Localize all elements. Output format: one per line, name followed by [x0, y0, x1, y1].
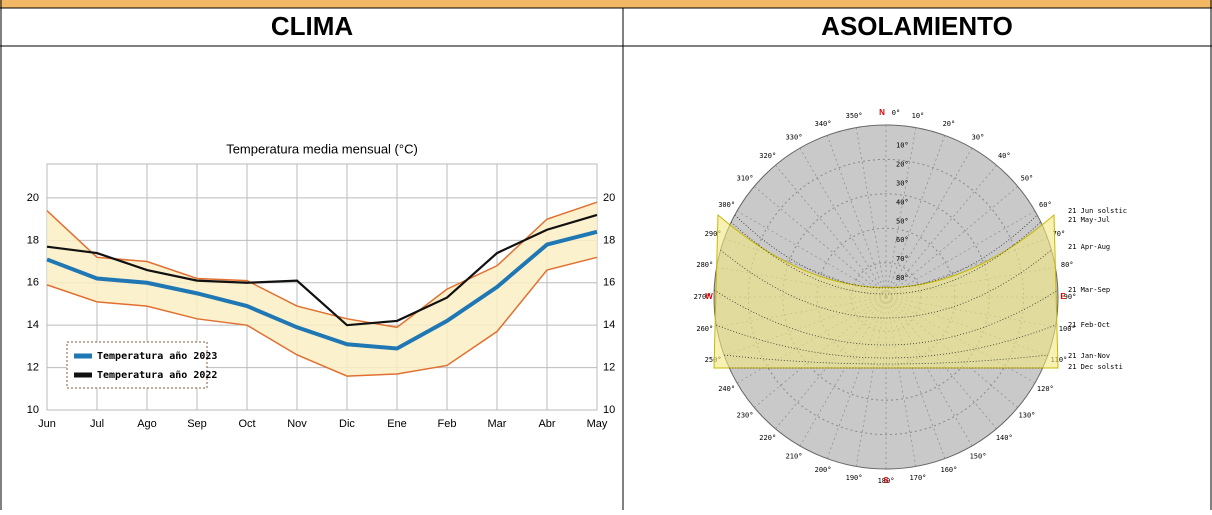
cardinal: S [883, 476, 889, 485]
azimuth-label: 300° [718, 201, 735, 209]
x-tick-label: Ene [387, 418, 407, 430]
legend-label: Temperatura año 2022 [97, 370, 217, 381]
top-bar [0, 0, 1212, 8]
altitude-label: 10° [896, 142, 909, 150]
altitude-label: 30° [896, 179, 909, 187]
date-label: 21 Jun solstic [1068, 207, 1127, 215]
date-label: 21 Jan-Nov [1068, 352, 1110, 360]
azimuth-label: 170° [910, 474, 927, 482]
date-label: 21 May-Jul [1068, 216, 1110, 224]
azimuth-label: 60° [1039, 201, 1052, 209]
azimuth-label: 160° [941, 466, 958, 474]
azimuth-label: 0° [892, 109, 900, 117]
x-tick-label: Dic [339, 418, 355, 430]
x-tick-label: Mar [488, 418, 507, 430]
x-tick-label: Ago [137, 418, 157, 430]
header-right: ASOLAMIENTO [821, 11, 1013, 41]
chart-title: Temperatura media mensual (°C) [226, 141, 418, 156]
azimuth-label: 20° [943, 120, 956, 128]
azimuth-label: 50° [1021, 175, 1034, 183]
azimuth-label: 10° [912, 112, 925, 120]
x-tick-label: Oct [238, 418, 255, 430]
cardinal: E [1060, 292, 1066, 301]
y-tick-label: 10 [603, 404, 615, 416]
x-tick-label: Jun [38, 418, 56, 430]
y-tick-label: 18 [603, 234, 615, 246]
altitude-label: 60° [896, 236, 909, 244]
azimuth-label: 30° [972, 134, 985, 142]
y-tick-label: 20 [603, 192, 615, 204]
y-tick-label: 12 [603, 361, 615, 373]
azimuth-label: 200° [815, 466, 832, 474]
y-tick-label: 16 [603, 277, 615, 289]
date-label: 21 Mar-Sep [1068, 286, 1110, 294]
altitude-label: 40° [896, 198, 909, 206]
x-tick-label: Nov [287, 418, 307, 430]
legend-label: Temperatura año 2023 [97, 351, 217, 362]
document: CLIMA ASOLAMIENTO Temperatura media mens… [0, 0, 1212, 510]
x-tick-label: Feb [438, 418, 457, 430]
y-tick-label: 20 [27, 192, 39, 204]
azimuth-label: 210° [786, 452, 803, 460]
altitude-label: 80° [896, 274, 909, 282]
x-tick-label: May [587, 418, 608, 430]
cardinal: W [705, 292, 713, 301]
y-tick-label: 14 [603, 319, 615, 331]
cardinal: N [879, 108, 885, 117]
altitude-label: 70° [896, 255, 909, 263]
azimuth-label: 80° [1061, 261, 1074, 269]
altitude-label: 50° [896, 217, 909, 225]
azimuth-label: 220° [759, 434, 776, 442]
y-tick-label: 18 [27, 234, 39, 246]
y-tick-label: 12 [27, 361, 39, 373]
azimuth-label: 330° [786, 134, 803, 142]
header-left: CLIMA [271, 11, 354, 41]
azimuth-label: 320° [759, 152, 776, 160]
azimuth-label: 310° [737, 175, 754, 183]
x-tick-label: Jul [90, 418, 104, 430]
y-tick-label: 14 [27, 319, 39, 331]
azimuth-label: 340° [815, 120, 832, 128]
date-label: 21 Dec solsti [1068, 363, 1123, 371]
legend-box [67, 342, 207, 388]
azimuth-label: 230° [737, 411, 754, 419]
azimuth-label: 240° [718, 385, 735, 393]
altitude-label: 20° [896, 161, 909, 169]
y-tick-label: 10 [27, 404, 39, 416]
azimuth-label: 190° [846, 474, 863, 482]
azimuth-label: 120° [1037, 385, 1054, 393]
page: CLIMA ASOLAMIENTO Temperatura media mens… [0, 0, 1212, 510]
azimuth-label: 280° [696, 261, 713, 269]
azimuth-label: 140° [996, 434, 1013, 442]
date-label: 21 Apr-Aug [1068, 243, 1110, 251]
azimuth-label: 350° [846, 112, 863, 120]
azimuth-label: 260° [696, 325, 713, 333]
y-tick-label: 16 [27, 277, 39, 289]
x-tick-label: Abr [538, 418, 555, 430]
azimuth-label: 150° [970, 452, 987, 460]
date-label: 21 Feb-Oct [1068, 321, 1110, 329]
azimuth-label: 130° [1019, 411, 1036, 419]
x-tick-label: Sep [187, 418, 207, 430]
azimuth-label: 40° [998, 152, 1011, 160]
